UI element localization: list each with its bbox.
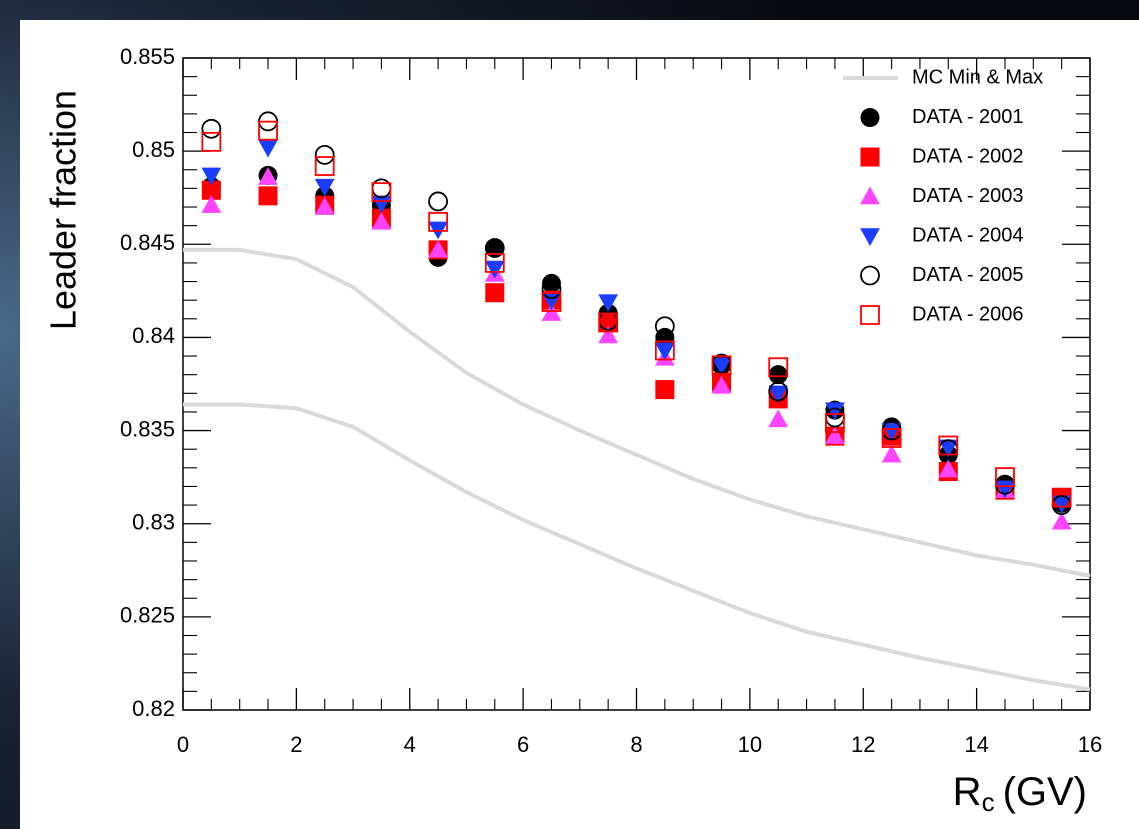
y-tick-label: 0.855 xyxy=(120,44,175,69)
marker xyxy=(654,342,675,361)
legend-label: DATA - 2002 xyxy=(912,145,1024,167)
marker xyxy=(768,409,789,428)
marker xyxy=(768,357,789,378)
marker xyxy=(711,355,732,376)
marker xyxy=(881,422,902,441)
marker xyxy=(881,428,902,448)
x-tick-label: 10 xyxy=(738,732,762,757)
x-tick-label: 8 xyxy=(630,732,642,757)
marker xyxy=(1051,487,1072,508)
marker xyxy=(484,238,505,258)
marker xyxy=(201,195,222,213)
marker xyxy=(711,375,732,394)
x-axis-label-sub: c xyxy=(982,787,995,817)
x-tick-label: 4 xyxy=(404,732,416,757)
marker xyxy=(598,312,619,333)
marker xyxy=(201,118,222,139)
y-tick-label: 0.825 xyxy=(120,603,175,628)
legend-label: DATA - 2005 xyxy=(912,264,1024,286)
x-axis-label-main: R xyxy=(953,770,982,814)
marker xyxy=(314,144,335,165)
marker xyxy=(428,191,448,212)
marker xyxy=(428,239,448,258)
x-axis-label: Rc (GV) xyxy=(953,770,1087,817)
x-tick-label: 6 xyxy=(517,732,529,757)
y-tick-label: 0.83 xyxy=(132,510,175,535)
marker xyxy=(938,459,959,478)
legend-label: DATA - 2001 xyxy=(912,106,1024,128)
marker xyxy=(711,357,732,376)
mc-line xyxy=(183,247,1091,578)
marker xyxy=(371,211,392,230)
marker xyxy=(768,385,789,404)
marker xyxy=(541,279,562,299)
legend-marker xyxy=(860,186,880,205)
marker xyxy=(485,283,505,303)
marker xyxy=(314,196,335,215)
mc-line xyxy=(183,402,1091,692)
legend-marker xyxy=(860,265,880,286)
marker xyxy=(258,120,278,141)
marker xyxy=(995,467,1015,488)
marker xyxy=(258,186,278,206)
x-tick-label: 0 xyxy=(177,732,189,757)
marker xyxy=(201,167,222,186)
x-tick-label: 12 xyxy=(851,732,875,757)
marker xyxy=(881,444,902,463)
marker xyxy=(484,260,505,279)
marker xyxy=(655,380,675,400)
marker xyxy=(825,402,845,421)
marker xyxy=(598,294,619,313)
x-tick-label: 14 xyxy=(964,732,988,757)
legend-label: DATA - 2004 xyxy=(912,224,1024,246)
marker xyxy=(258,167,278,185)
x-tick-label: 2 xyxy=(290,732,302,757)
marker xyxy=(1051,511,1072,530)
x-axis-label-unit: (GV) xyxy=(1003,770,1087,814)
marker xyxy=(825,413,845,434)
y-tick-label: 0.85 xyxy=(132,137,175,162)
legend-label: DATA - 2006 xyxy=(912,303,1024,325)
marker xyxy=(428,212,448,232)
marker xyxy=(654,316,675,337)
marker xyxy=(541,292,562,312)
legend-label: DATA - 2003 xyxy=(912,185,1024,207)
marker xyxy=(314,156,335,176)
marker xyxy=(598,325,619,344)
marker xyxy=(768,365,788,385)
marker xyxy=(314,178,335,197)
marker xyxy=(371,195,392,214)
y-tick-label: 0.835 xyxy=(120,416,175,441)
x-tick-label: 16 xyxy=(1078,732,1102,757)
marker xyxy=(938,435,959,456)
legend-label: MC Min & Max xyxy=(912,66,1043,88)
marker xyxy=(768,381,789,402)
y-tick-label: 0.82 xyxy=(132,696,175,721)
marker xyxy=(201,131,222,152)
marker xyxy=(654,340,675,361)
panel xyxy=(20,20,1139,829)
marker xyxy=(371,182,392,203)
marker xyxy=(825,426,845,444)
legend-marker xyxy=(860,305,880,325)
marker xyxy=(541,303,562,321)
marker xyxy=(995,480,1015,499)
y-axis-label: Leader fraction xyxy=(43,90,84,330)
y-tick-label: 0.84 xyxy=(132,323,175,348)
legend-marker xyxy=(860,147,880,167)
legend-marker xyxy=(860,108,880,127)
legend-marker xyxy=(860,228,880,247)
marker xyxy=(484,253,505,273)
y-tick-label: 0.845 xyxy=(120,230,175,255)
